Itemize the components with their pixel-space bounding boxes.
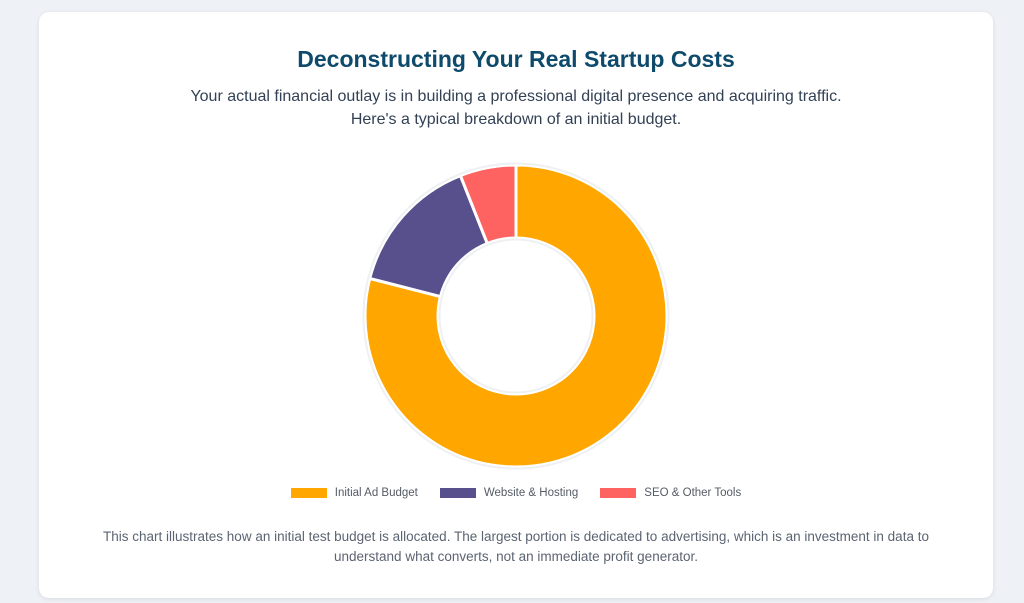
legend-label-website-hosting: Website & Hosting	[483, 487, 579, 499]
page-subtitle: Your actual financial outlay is in build…	[190, 88, 842, 128]
legend-swatch-ad-budget	[290, 488, 327, 498]
chart-caption: This chart illustrates how an initial te…	[103, 529, 929, 564]
legend-label-ad-budget: Initial Ad Budget	[334, 487, 418, 499]
legend-item-website-hosting[interactable]: Website & Hosting	[439, 487, 579, 499]
legend-label-seo-tools: SEO & Other Tools	[644, 487, 742, 499]
chart-card: Deconstructing Your Real Startup Costs Y…	[39, 12, 993, 598]
chart-outer-ring	[362, 162, 670, 470]
pie-slice-ad-budget[interactable]	[363, 163, 669, 469]
pie-slice-seo-tools[interactable]	[458, 163, 518, 246]
chart-inner-ring	[438, 238, 594, 394]
legend-swatch-seo-tools	[600, 488, 637, 498]
legend-swatch-website-hosting	[439, 488, 476, 498]
page-title: Deconstructing Your Real Startup Costs	[297, 46, 735, 72]
legend-item-seo-tools[interactable]: SEO & Other Tools	[600, 487, 741, 499]
chart-legend: Initial Ad Budget Website & Hosting SEO …	[39, 487, 993, 499]
doughnut-chart	[362, 162, 670, 470]
legend-item-ad-budget[interactable]: Initial Ad Budget	[290, 487, 418, 499]
